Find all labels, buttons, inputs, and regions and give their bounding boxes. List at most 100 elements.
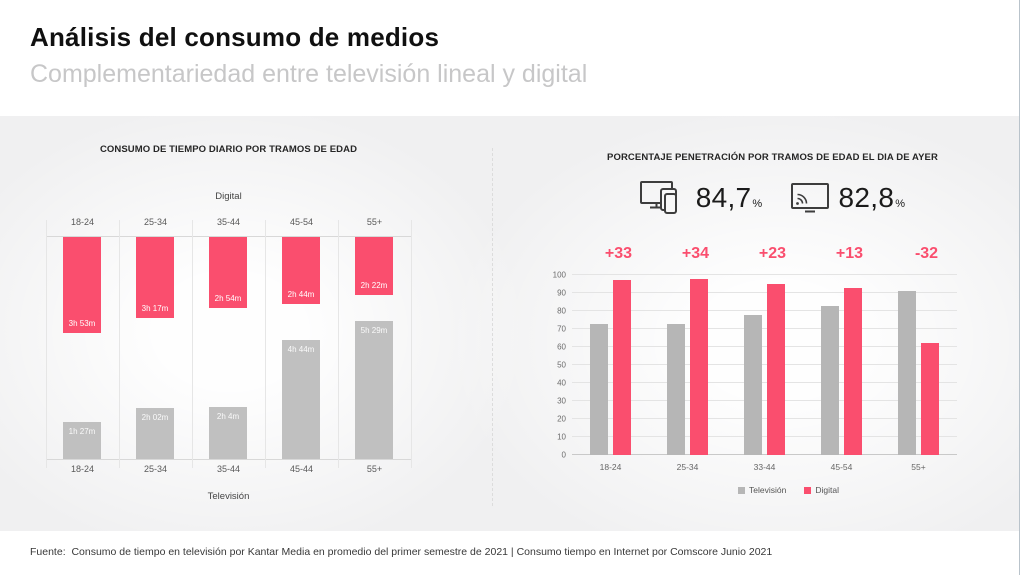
age-label-bottom: 25-34 xyxy=(143,464,168,474)
legend-label-digital: Digital xyxy=(815,485,839,495)
y-tick-label: 40 xyxy=(557,378,566,388)
age-label-top: 25-34 xyxy=(143,217,168,227)
tornado-bars: 3h 53m 1h 27m 3h 17m 2h 02m 2h 54m 2h 4m 2h 44… xyxy=(46,236,411,460)
annotation: +33 xyxy=(604,245,633,262)
left-chart-title: CONSUMO DE TIEMPO DIARIO POR TRAMOS DE E… xyxy=(99,144,358,155)
digital-bar-label: 3h 53m xyxy=(68,319,96,328)
legend-swatch-gray xyxy=(738,486,746,494)
age-label-top: 35-44 xyxy=(216,217,241,227)
x-tick-label: 18-24 xyxy=(599,462,622,472)
kpi-devices: 84,7% xyxy=(639,180,763,217)
tv-bar-label: 1h 27m xyxy=(68,427,96,436)
digital-bar xyxy=(844,288,862,455)
column-separator xyxy=(46,220,47,468)
digital-axis-label: Digital xyxy=(215,191,242,202)
bar-group xyxy=(803,288,880,455)
tv-bar-label: 2h 4m xyxy=(216,412,240,421)
column-separator xyxy=(265,220,266,468)
tv-bar xyxy=(667,324,685,455)
penetration-chart: +33 +34 +23 +13 -32 0 10 20 30 40 50 60 70 80 90 100 1… xyxy=(540,245,1005,495)
annotations-row: +33 +34 +23 +13 -32 xyxy=(580,245,1013,275)
annotation: +23 xyxy=(758,245,787,262)
gridline xyxy=(572,310,957,311)
digital-bar xyxy=(767,284,785,455)
tv-bar xyxy=(898,291,916,455)
bar-group xyxy=(726,284,803,455)
right-chart-section: PORCENTAJE PENETRACIÓN POR TRAMOS DE EDA… xyxy=(540,152,1005,495)
y-tick-label: 100 xyxy=(552,270,566,280)
tv-bar: 1h 27m xyxy=(63,422,101,459)
column-separator xyxy=(119,220,120,468)
x-axis-labels: 18-24 25-34 33-44 45-54 55+ xyxy=(572,462,1005,472)
content-band: CONSUMO DE TIEMPO DIARIO POR TRAMOS DE E… xyxy=(0,116,1019,531)
digital-bar xyxy=(690,279,708,455)
y-tick-label: 0 xyxy=(561,450,566,460)
legend-label-television: Televisión xyxy=(749,485,787,495)
gridline xyxy=(572,328,957,329)
gridline xyxy=(572,382,957,383)
legend: Televisión Digital xyxy=(572,485,1005,495)
kpi-row: 84,7% 82,8% xyxy=(540,173,1005,223)
tv-bar xyxy=(744,315,762,455)
footer-source: Fuente: Consumo de tiempo en televisión … xyxy=(30,546,773,558)
gridline xyxy=(572,292,957,293)
digital-bar-label: 3h 17m xyxy=(141,304,169,313)
age-label-bottom: 45-44 xyxy=(289,464,314,474)
kpi-devices-number: 84,7 xyxy=(695,182,752,213)
y-tick-label: 50 xyxy=(557,360,566,370)
tv-bar xyxy=(821,306,839,455)
annotation: +13 xyxy=(835,245,864,262)
gridline xyxy=(572,436,957,437)
age-label-top: 45-54 xyxy=(289,217,314,227)
tv-bar: 5h 29m xyxy=(355,321,393,459)
kpi-tv: 82,8% xyxy=(790,182,906,214)
chart-divider xyxy=(492,148,493,506)
age-label-top: 18-24 xyxy=(70,217,95,227)
digital-bar: 2h 44m xyxy=(282,237,320,304)
right-edge-line xyxy=(1019,0,1020,575)
devices-icon xyxy=(639,180,677,214)
page-subtitle: Complementariedad entre televisión linea… xyxy=(30,60,588,88)
bar-group xyxy=(880,291,957,455)
x-tick-label: 33-44 xyxy=(753,462,776,472)
column-separator xyxy=(411,220,412,468)
right-chart-title: PORCENTAJE PENETRACIÓN POR TRAMOS DE EDA… xyxy=(607,152,938,163)
kpi-tv-number: 82,8 xyxy=(838,182,895,213)
digital-bar-label: 2h 22m xyxy=(360,281,388,290)
tv-bar: 2h 4m xyxy=(209,407,247,459)
gridline xyxy=(572,346,957,347)
x-tick-label: 55+ xyxy=(911,462,926,472)
digital-bar-label: 2h 54m xyxy=(214,294,242,303)
legend-swatch-pink xyxy=(804,486,812,494)
y-tick-label: 90 xyxy=(557,288,566,298)
gridline xyxy=(572,418,957,419)
tv-bar-label: 5h 29m xyxy=(360,326,388,335)
gridline xyxy=(572,274,957,275)
digital-bar xyxy=(921,343,939,455)
age-label-top: 55+ xyxy=(366,217,383,227)
gridline xyxy=(572,454,957,455)
y-tick-label: 60 xyxy=(557,342,566,352)
tv-bar: 4h 44m xyxy=(282,340,320,459)
gridline xyxy=(572,400,957,401)
y-tick-label: 80 xyxy=(557,306,566,316)
kpi-tv-unit: % xyxy=(895,198,906,210)
digital-bar-label: 2h 44m xyxy=(287,290,315,299)
y-tick-label: 20 xyxy=(557,414,566,424)
kpi-devices-unit: % xyxy=(752,198,763,210)
digital-bar: 2h 54m xyxy=(209,237,247,308)
television-axis-label: Televisión xyxy=(207,491,250,502)
digital-bar: 2h 22m xyxy=(355,237,393,295)
tv-bar-label: 4h 44m xyxy=(287,345,315,354)
annotation: +34 xyxy=(681,245,710,262)
digital-bar: 3h 17m xyxy=(136,237,174,318)
annotation: -32 xyxy=(914,245,939,262)
gridline xyxy=(572,364,957,365)
tornado-top-labels: 18-24 25-34 35-44 45-54 55+ xyxy=(46,214,411,236)
age-label-bottom: 35-44 xyxy=(216,464,241,474)
x-tick-label: 25-34 xyxy=(676,462,699,472)
tv-bar xyxy=(590,324,608,455)
column-separator xyxy=(192,220,193,468)
bar-group xyxy=(649,279,726,455)
age-label-bottom: 55+ xyxy=(366,464,383,474)
